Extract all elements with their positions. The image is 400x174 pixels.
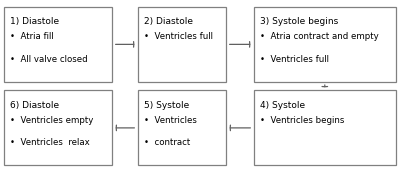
Text: •  Ventricles full: • Ventricles full: [144, 32, 214, 41]
Text: •  contract: • contract: [144, 138, 191, 147]
Text: •  Ventricles  relax: • Ventricles relax: [10, 138, 90, 147]
Text: 5) Systole: 5) Systole: [144, 101, 190, 110]
Bar: [138, 7, 226, 82]
Text: •  Atria contract and empty: • Atria contract and empty: [260, 32, 379, 41]
Text: •  All valve closed: • All valve closed: [10, 55, 88, 64]
Text: 6) Diastole: 6) Diastole: [10, 101, 60, 110]
Text: •  Ventricles empty: • Ventricles empty: [10, 116, 94, 125]
Text: 1) Diastole: 1) Diastole: [10, 17, 60, 26]
Text: 4) Systole: 4) Systole: [260, 101, 306, 110]
Text: •  Ventricles full: • Ventricles full: [260, 55, 330, 64]
Text: •  Ventricles begins: • Ventricles begins: [260, 116, 345, 125]
Bar: [4, 7, 112, 82]
Text: •  Ventricles: • Ventricles: [144, 116, 197, 125]
Bar: [254, 90, 396, 165]
Text: 3) Systole begins: 3) Systole begins: [260, 17, 339, 26]
Bar: [138, 90, 226, 165]
Bar: [4, 90, 112, 165]
Text: 2) Diastole: 2) Diastole: [144, 17, 194, 26]
Text: •  Atria fill: • Atria fill: [10, 32, 54, 41]
Bar: [254, 7, 396, 82]
